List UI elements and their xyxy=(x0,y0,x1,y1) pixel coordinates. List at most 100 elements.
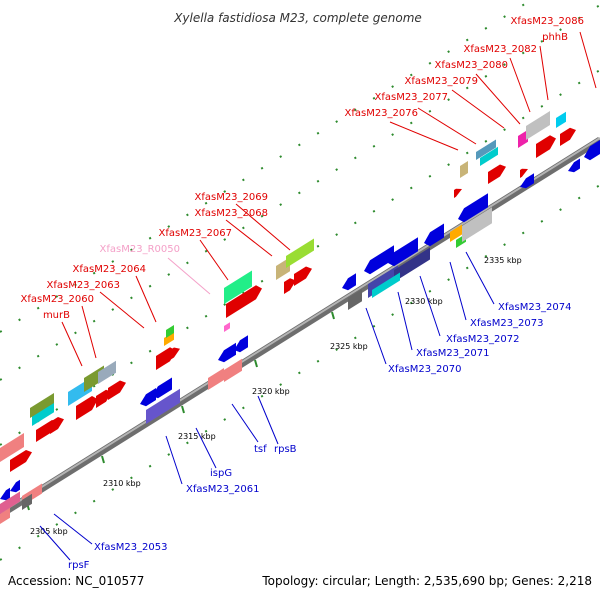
gene-label-top: XfasM23_2077 xyxy=(374,92,448,103)
tick-label: 2320 kbp xyxy=(252,387,290,396)
gene-label-bottom: rpsB xyxy=(274,444,297,455)
label-connector xyxy=(475,73,521,125)
gene-feature xyxy=(218,342,236,363)
gene-feature xyxy=(50,417,64,434)
gene-feature xyxy=(462,207,492,242)
gene-label-bottom: XfasM23_2070 xyxy=(388,364,462,375)
gene-feature xyxy=(488,164,506,184)
gene-feature xyxy=(556,111,566,128)
gene-features xyxy=(0,111,600,524)
gene-label-bottom: rpsF xyxy=(68,560,90,571)
accession-text: Accession: NC_010577 xyxy=(8,574,144,588)
genome-backbone xyxy=(0,137,600,518)
tick-label: 2335 kbp xyxy=(484,256,522,265)
label-connector xyxy=(135,275,157,323)
label-connector xyxy=(81,305,97,359)
gene-label-top: XfasM23_2068 xyxy=(194,208,268,219)
gene-label-top: XfasM23_2067 xyxy=(158,228,232,239)
label-connectors xyxy=(39,31,597,561)
gene-feature xyxy=(450,224,462,242)
gene-feature xyxy=(10,450,32,472)
gene-feature xyxy=(224,270,252,304)
genome-backbone-highlight xyxy=(0,137,600,514)
label-connector xyxy=(225,219,273,257)
tick-mark xyxy=(254,359,258,368)
label-connector xyxy=(451,89,505,129)
label-connector xyxy=(195,427,217,469)
gene-feature xyxy=(526,111,550,140)
gene-feature xyxy=(0,487,10,501)
gene-feature xyxy=(22,493,32,510)
gene-label-top: XfasM23_R0050 xyxy=(100,244,180,255)
label-connector xyxy=(99,291,145,329)
gene-label-bottom: XfasM23_2053 xyxy=(94,542,168,553)
gene-feature xyxy=(364,245,394,275)
genome-summary-text: Topology: circular; Length: 2,535,690 bp… xyxy=(261,574,592,588)
label-connector xyxy=(419,275,441,337)
gene-feature xyxy=(0,491,20,514)
gene-feature xyxy=(454,188,462,198)
gene-feature xyxy=(30,393,54,418)
label-connector xyxy=(397,291,413,351)
label-connector xyxy=(539,45,549,101)
label-connector xyxy=(61,321,83,367)
gene-feature xyxy=(394,247,430,282)
gene-labels: XfasM23_2086 phhB XfasM23_2082 XfasM23_2080… xyxy=(20,16,584,571)
gene-feature xyxy=(536,135,556,158)
label-connector xyxy=(235,203,291,251)
label-connector xyxy=(231,403,259,443)
gene-feature xyxy=(480,146,498,166)
label-connector xyxy=(257,395,279,445)
gene-label-top: XfasM23_2060 xyxy=(20,294,94,305)
track-dot-line xyxy=(0,0,534,333)
gene-label-bottom: ispG xyxy=(210,468,232,479)
gene-feature xyxy=(108,380,126,400)
gene-feature xyxy=(520,173,534,189)
gene-feature xyxy=(424,223,444,247)
label-connector xyxy=(165,435,183,485)
gene-feature xyxy=(140,388,156,407)
label-connector xyxy=(417,107,477,145)
gene-label-bottom: XfasM23_2074 xyxy=(498,302,572,313)
gene-feature xyxy=(458,193,488,223)
label-connector xyxy=(579,31,597,89)
gene-feature xyxy=(234,335,248,353)
gene-feature xyxy=(560,127,576,146)
gene-feature xyxy=(568,158,580,173)
gene-feature xyxy=(98,360,116,384)
label-connector xyxy=(509,57,531,113)
gene-label-bottom: XfasM23_2061 xyxy=(186,484,260,495)
label-connector xyxy=(389,121,459,151)
track-dot-line xyxy=(0,184,600,561)
gene-label-bottom: tsf xyxy=(254,444,267,455)
gene-feature xyxy=(166,325,174,338)
tick-label: 2310 kbp xyxy=(103,479,141,488)
gene-feature xyxy=(286,238,314,268)
gene-feature xyxy=(224,322,230,332)
gene-label-top: XfasM23_2080 xyxy=(434,60,508,71)
tick-mark xyxy=(331,311,335,320)
gene-feature xyxy=(224,358,242,382)
label-connector xyxy=(465,251,495,305)
gene-feature xyxy=(520,168,528,178)
gene-feature xyxy=(32,402,54,426)
gene-feature xyxy=(348,289,362,310)
gene-label-top: XfasM23_2064 xyxy=(72,264,146,275)
gene-feature xyxy=(584,140,600,161)
tick-mark xyxy=(101,455,105,464)
gene-feature xyxy=(226,285,262,318)
gene-feature xyxy=(518,129,528,148)
gene-feature xyxy=(170,347,180,360)
track-dot-line xyxy=(0,4,600,381)
gene-feature xyxy=(372,272,400,298)
gene-label-bottom: XfasM23_2071 xyxy=(416,348,490,359)
gene-label-top: phhB xyxy=(542,32,568,43)
label-connector xyxy=(39,525,71,561)
gene-label-top: XfasM23_2086 xyxy=(510,16,584,27)
gene-feature xyxy=(10,479,20,493)
tick-mark xyxy=(181,405,185,414)
label-connector xyxy=(199,239,229,281)
gene-feature xyxy=(208,368,224,390)
